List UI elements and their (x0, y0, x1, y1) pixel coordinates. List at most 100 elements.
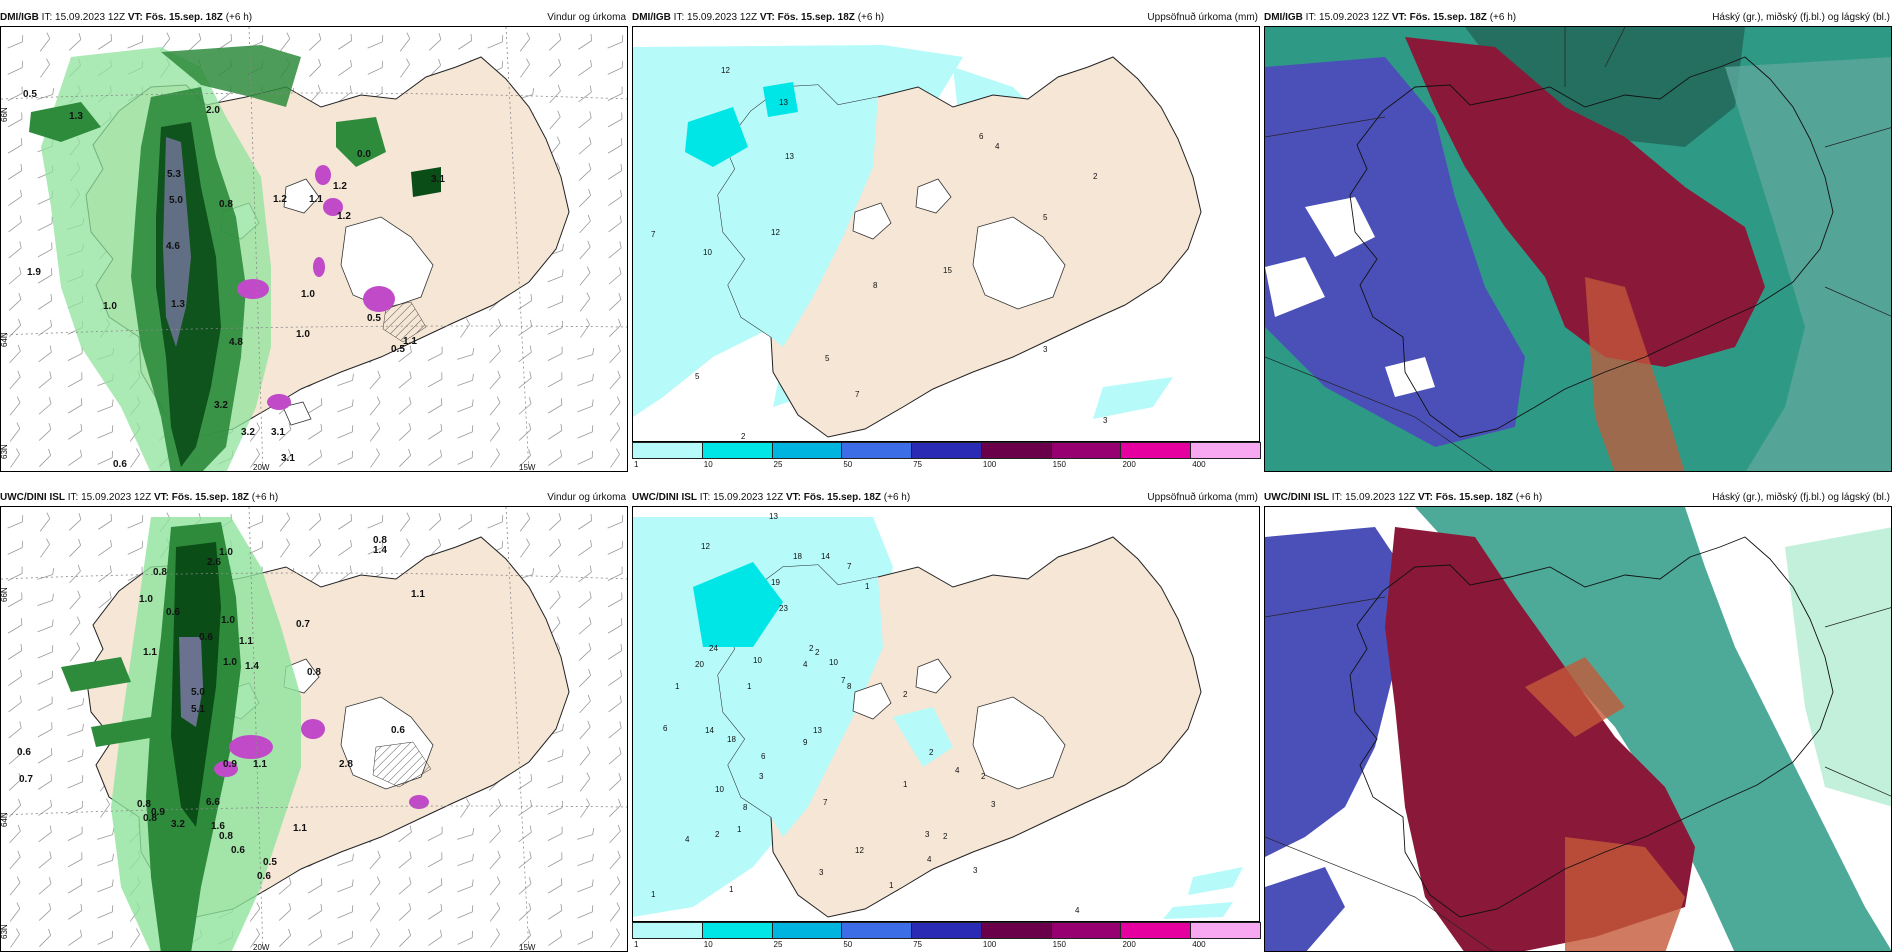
accumulated-precip-map[interactable]: 13 12 18 14 7 1 19 23 24 20 4 1 10 2 2 10 7 1 8 2 6 14 18 13 9 2 6… (632, 506, 1260, 922)
precip-extreme-1 (237, 279, 269, 299)
wind-barb (398, 397, 412, 415)
precip-cell-e (411, 167, 441, 197)
wind-barb (337, 853, 354, 866)
wind-barb (7, 592, 23, 608)
wind-barb (579, 746, 591, 766)
wind-barb (487, 35, 504, 49)
precip-value-label: 1.0 (219, 547, 233, 558)
precip-contour-label: 3 (925, 830, 930, 839)
hatched-area (372, 741, 432, 788)
panel-header: DMI/IGB IT: 15.09.2023 12Z VT: Fös. 15.s… (632, 10, 1260, 26)
wind-barb (97, 930, 113, 945)
precip-value-label: 4.6 (166, 241, 180, 252)
precip-contour-label: 4 (955, 766, 960, 775)
graticule-lon (248, 27, 530, 471)
iceland-outline (1349, 56, 1834, 438)
wind-barb (337, 399, 354, 413)
precip-contour-label: 10 (715, 785, 724, 794)
legend-tick-label: 25 (773, 940, 783, 949)
wind-barb (578, 111, 592, 129)
wind-barb (367, 540, 383, 555)
legend-swatch (911, 922, 982, 939)
precip-extreme-4 (313, 257, 325, 277)
wind-barb (67, 826, 83, 841)
cloud-cover-map[interactable] (1264, 506, 1892, 952)
wind-barb (579, 668, 592, 687)
precip-contour-label: 24 (709, 644, 718, 653)
precip-contour-label: 1 (675, 682, 680, 691)
precip-contour-label: 7 (841, 676, 846, 685)
glacier-vatnajokull (340, 216, 434, 310)
wind-barb (309, 84, 321, 104)
precip-value-label: 0.5 (263, 857, 277, 868)
wind-barb (68, 449, 82, 466)
precip-value-label: 3.1 (271, 427, 285, 438)
wind-barb (547, 346, 563, 361)
wind-barb (37, 722, 53, 738)
glacier-langjokull (852, 682, 892, 720)
wind-barb (608, 163, 623, 180)
wind-barb (519, 448, 532, 467)
model-name: UWC/DINI ISL (0, 492, 65, 503)
precip-extreme-6 (315, 165, 331, 185)
wind-barb (490, 448, 500, 468)
precip-contour-label: 14 (821, 552, 830, 561)
wind-barb (398, 877, 412, 895)
wind-barb (608, 747, 622, 765)
wind-barb (100, 798, 110, 818)
wind-barb (309, 538, 322, 557)
issue-time: IT: 15.09.2023 12Z (41, 12, 126, 23)
issue-time: IT: 15.09.2023 12Z (699, 492, 784, 503)
wind-barb (67, 372, 83, 388)
glacier-hofsjokull (915, 658, 952, 694)
precip-contour-label: 1 (729, 885, 734, 894)
cloud-cover-map[interactable] (1264, 26, 1892, 472)
lat-label-63: 63N (1, 924, 9, 939)
wind-barb (608, 267, 622, 285)
wind-precip-map[interactable]: 0.5 1.3 2.0 5.3 5.0 4.6 0.8 1.2 1.1 1.2 1.2 0.0 1.9 1… (0, 26, 628, 472)
wind-barb (39, 928, 52, 947)
wind-map-graphics: 0.5 1.3 2.0 5.3 5.0 4.6 0.8 1.2 1.1 1.2 1.2 0.0 1.9 1… (1, 27, 627, 471)
panel-precip-row1: DMI/IGB IT: 15.09.2023 12Z VT: Fös. 15.s… (632, 10, 1261, 472)
legend-tick-label: 150 (1052, 460, 1067, 469)
wind-barb (249, 422, 261, 442)
panel-header: UWC/DINI ISL IT: 15.09.2023 12Z VT: Fös.… (0, 490, 628, 506)
precip-value-label: 1.4 (373, 545, 387, 556)
wind-barb (67, 852, 83, 868)
precip-value-label: 2.6 (207, 557, 221, 568)
lead-time: (+6 h) (1515, 492, 1543, 503)
precip-value-label: 1.1 (293, 823, 307, 834)
precip-contour-label: 2 (981, 772, 986, 781)
wind-barb (547, 826, 563, 841)
wind-barb (608, 241, 622, 259)
legend-tick-label: 150 (1052, 940, 1067, 949)
wind-barb (578, 642, 592, 661)
precip-value-label: 1.3 (69, 111, 83, 122)
wind-barb (97, 905, 114, 919)
accumulated-precip-map[interactable]: 12 13 6 4 2 13 12 7 10 5 8 15 5 3 5 7 3 2 (632, 26, 1260, 442)
precip-extreme-5 (267, 394, 291, 410)
wind-precip-map[interactable]: 0.8 1.0 1.4 2.6 0.8 1.0 0.6 1.1 1.0 0.6 1.1 0.7 1.1 1… (0, 506, 628, 952)
wind-barb (608, 189, 622, 206)
wind-barb (398, 345, 412, 363)
wind-barb (67, 775, 84, 789)
wind-barb (398, 851, 412, 869)
wind-barb (400, 58, 410, 78)
wind-barb (279, 32, 291, 52)
field-title: Uppsöfnuð úrkoma (mm) (1147, 12, 1258, 23)
wind-barb (457, 853, 474, 866)
precip-value-label: 1.0 (296, 329, 310, 340)
wind-barb (279, 928, 292, 947)
wind-barb (428, 449, 442, 466)
wind-barb (549, 564, 561, 584)
precip-value-label: 0.8 (137, 799, 151, 810)
wind-barb (37, 268, 53, 284)
wind-barb (518, 422, 532, 441)
wind-barb (609, 876, 621, 896)
wind-barb (579, 214, 591, 234)
cloud-mid-streak (1525, 657, 1685, 951)
precip-value-label: 5.3 (167, 169, 181, 180)
wind-barb (457, 450, 473, 465)
wind-barb (577, 425, 594, 439)
wind-barb (39, 512, 51, 532)
